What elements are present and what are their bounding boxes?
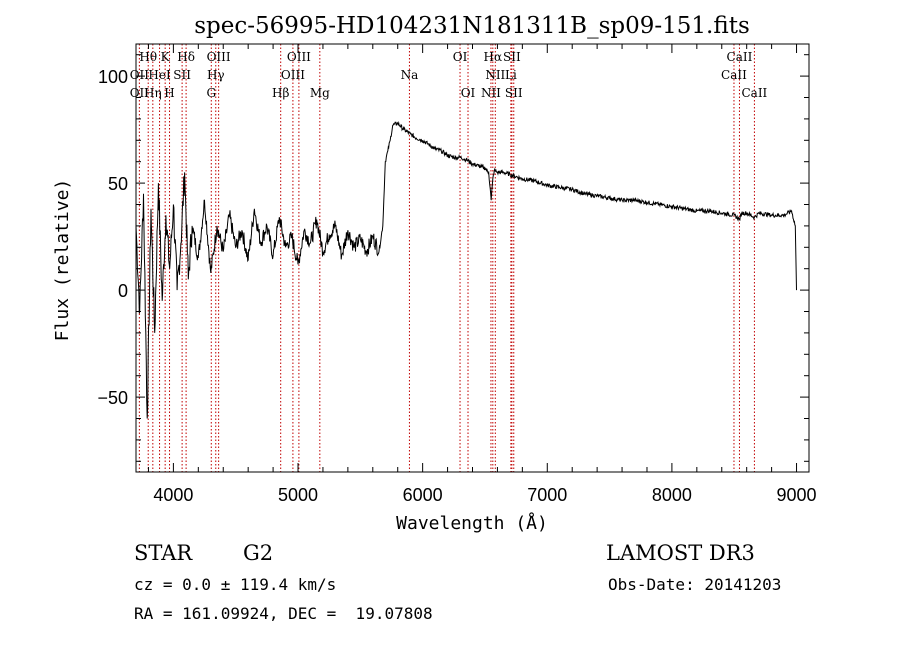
line-label: OIII <box>281 68 305 82</box>
redshift-velocity: cz = 0.0 ± 119.4 km/s <box>134 575 336 594</box>
x-axis-label: Wavelength (Å) <box>396 512 548 534</box>
line-label: CaII <box>721 68 747 82</box>
line-label: Li <box>505 68 517 82</box>
x-tick-label: 8000 <box>652 485 692 505</box>
line-label: Hα <box>484 50 503 64</box>
line-label: SII <box>503 50 521 64</box>
x-tick-label: 5000 <box>278 485 318 505</box>
x-tick-label: 9000 <box>777 485 817 505</box>
line-label: Hδ <box>177 50 195 64</box>
line-label: OI <box>461 86 476 100</box>
line-label: Na <box>401 68 419 82</box>
object-class: STAR <box>134 541 193 565</box>
line-label: NII <box>485 68 505 82</box>
x-tick-label: 6000 <box>403 485 443 505</box>
y-axis-label: Flux (relative) <box>52 179 73 342</box>
line-label: K <box>161 50 171 64</box>
spectrum-line <box>135 120 797 419</box>
line-label: Hγ <box>207 68 225 82</box>
coordinates: RA = 161.09924, DEC = 19.07808 <box>134 604 433 623</box>
line-label: NII <box>481 86 501 100</box>
line-label: HeI <box>148 68 171 82</box>
line-label: Hη <box>144 86 162 100</box>
object-subclass: G2 <box>243 541 273 565</box>
line-label: Hθ <box>139 50 157 64</box>
line-label: OII <box>130 86 150 100</box>
line-label: CaII <box>741 86 767 100</box>
x-tick-label: 4000 <box>153 485 193 505</box>
line-label: H <box>164 86 174 100</box>
y-tick-label: 0 <box>118 281 128 301</box>
line-label: G <box>206 86 216 100</box>
y-tick-label: −50 <box>97 388 128 408</box>
line-label: OIII <box>287 50 311 64</box>
survey-name: LAMOST DR3 <box>606 541 755 565</box>
plot-frame <box>135 43 810 473</box>
y-axis-ticks: −50 0 50 100 <box>97 54 809 462</box>
line-label: Hβ <box>272 86 289 100</box>
chart-title: spec-56995-HD104231N181311B_sp09-151.fit… <box>194 13 750 39</box>
line-label: CaII <box>727 50 753 64</box>
x-tick-label: 7000 <box>527 485 567 505</box>
line-label: OI <box>453 50 468 64</box>
spectral-line-markers <box>138 44 755 472</box>
line-label: SII <box>173 68 191 82</box>
observation-date: Obs-Date: 20141203 <box>608 575 781 594</box>
y-tick-label: 50 <box>108 174 128 194</box>
x-axis-ticks: 4000 5000 6000 7000 8000 9000 <box>147 44 817 505</box>
line-label: OII <box>130 68 150 82</box>
y-tick-label: 100 <box>98 67 128 87</box>
line-label: OIII <box>207 50 231 64</box>
line-label: SII <box>505 86 523 100</box>
line-label: Mg <box>310 86 330 100</box>
